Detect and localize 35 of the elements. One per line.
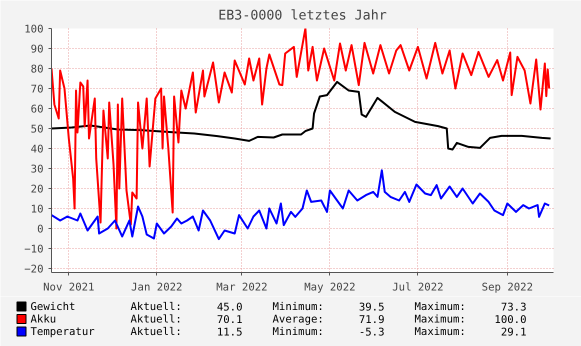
y-tick-label: 50 [30,122,44,136]
y-tick-label: 100 [24,22,44,36]
text: Aktuell: 45.0 [130,300,243,314]
text: Maximum: 100.0 [414,312,526,326]
y-tick-label: 60 [30,102,44,116]
y-tick-label: −20 [24,262,44,276]
text: Aktuell: 11.5 [130,325,243,338]
legend-label: Temperatur [30,325,96,338]
y-tick-label: 40 [30,142,44,156]
line-series [52,80,552,150]
x-tick-label: Nov 2021 [43,280,94,294]
text: Maximum: 29.1 [414,325,527,338]
x-tick-label: Jan 2022 [131,280,182,294]
legend-label: Akku [30,312,56,326]
y-tick-label: 30 [30,162,44,176]
x-tick-label: Sep 2022 [482,280,534,294]
x-tick-label: Mar 2022 [216,280,268,294]
text: Average: 71.9 [272,312,385,326]
y-tick-label: 70 [30,82,44,96]
x-tick-label: Jul 2022 [392,280,444,294]
chart-title: EB3-0000 letztes Jahr [218,8,387,24]
legend-label: Gewicht [30,300,76,313]
line-series [52,28,550,230]
text: Minimum: -5.3 [272,325,385,338]
text: Maximum: 73.3 [414,300,527,314]
y-tick-label: 80 [30,62,44,76]
y-tick-label: 10 [30,202,44,216]
y-tick-label: 20 [30,182,44,196]
y-tick-label: −10 [24,242,44,256]
text: Aktuell: 70.1 [130,312,243,326]
x-tick-label: May 2022 [304,280,356,294]
text: Minimum: 39.5 [272,300,385,314]
line-series [52,169,550,240]
y-tick-label: 0 [37,222,44,236]
y-tick-label: 90 [30,42,44,56]
